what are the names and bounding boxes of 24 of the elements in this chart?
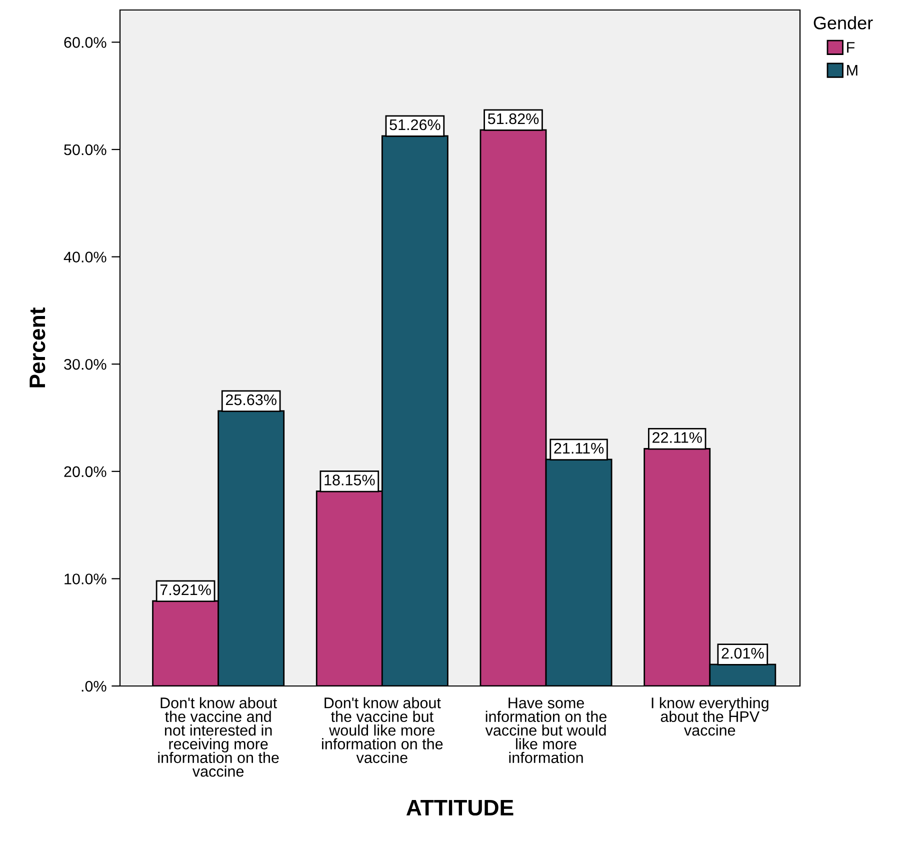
- legend-label: M: [847, 65, 858, 76]
- x-tick-label: Don't know about the vaccine but would like more information on the vaccine: [322, 697, 443, 764]
- x-tick-label: I know everything about the HPV vaccine: [652, 697, 768, 736]
- y-tick-label: .0%: [82, 680, 106, 692]
- legend-title: Gender: [814, 16, 873, 30]
- x-tick-label: Don't know about the vaccine and not interested in receiving more information on the vaccine: [158, 697, 279, 777]
- y-tick-label: 40.0%: [64, 252, 106, 262]
- x-axis-title: ATTITUDE: [406, 800, 514, 816]
- y-tick-label: 10.0%: [64, 574, 106, 584]
- data-label: 51.82%: [488, 113, 539, 124]
- x-tick-label: Have some information on the vaccine but would like more information: [485, 698, 606, 764]
- data-label: 7.921%: [160, 584, 211, 596]
- data-label: 22.11%: [652, 432, 702, 443]
- y-tick-label: 30.0%: [64, 358, 106, 370]
- y-axis-title: Percent: [30, 308, 46, 388]
- y-tick-label: 20.0%: [64, 466, 106, 478]
- data-label: 51.26%: [390, 119, 440, 130]
- y-tick-label: 60.0%: [64, 37, 106, 48]
- data-label: 25.63%: [226, 394, 276, 406]
- y-tick-label: 50.0%: [64, 144, 106, 156]
- legend-label: F: [847, 42, 855, 53]
- data-label: 18.15%: [324, 474, 375, 486]
- data-label: 21.11%: [554, 442, 604, 454]
- data-label: 2.01%: [722, 648, 764, 659]
